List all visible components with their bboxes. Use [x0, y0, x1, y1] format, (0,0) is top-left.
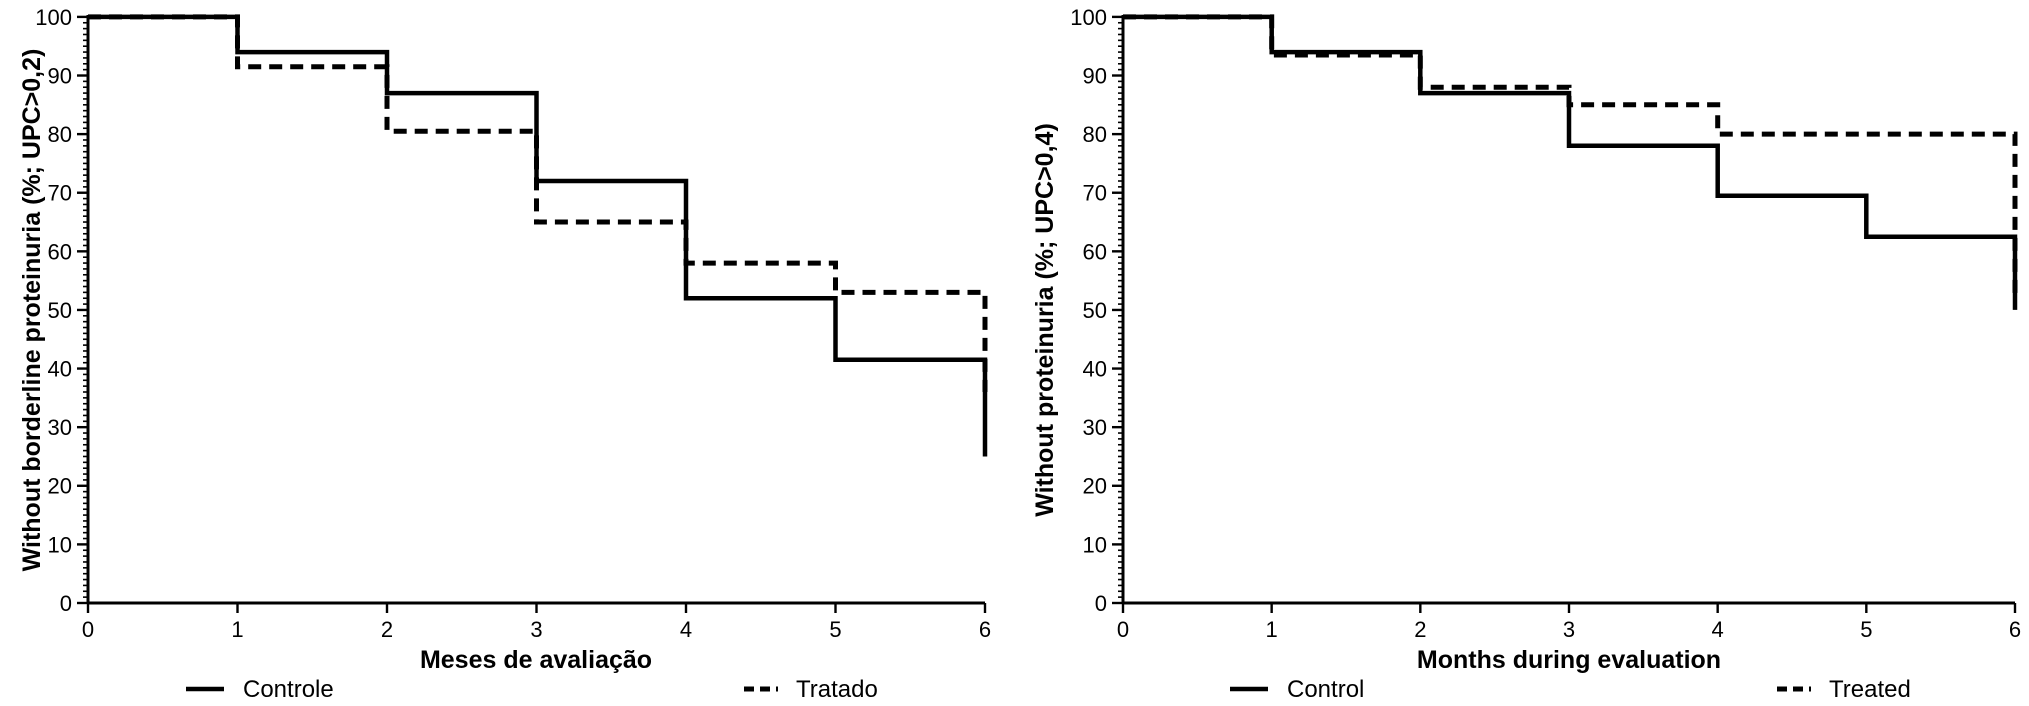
x-tick-label: 3 — [530, 617, 542, 642]
y-tick-label: 40 — [1083, 356, 1107, 381]
y-tick-label: 80 — [1083, 122, 1107, 147]
right-legend: Control Treated — [1230, 676, 1911, 703]
x-tick-label: 5 — [829, 617, 841, 642]
y-tick-label: 20 — [1083, 474, 1107, 499]
chart-right: Without proteinuria (%; UPC>0,4) Months … — [1015, 0, 2029, 706]
y-tick-label: 0 — [60, 591, 72, 616]
y-tick-label: 40 — [48, 356, 72, 381]
x-tick-label: 6 — [979, 617, 991, 642]
y-tick-label: 10 — [48, 532, 72, 557]
legend-item-control: Control — [1230, 676, 1364, 703]
series-line-controle — [88, 14, 988, 457]
y-tick-label: 50 — [1083, 298, 1107, 323]
y-tick-label: 100 — [1070, 5, 1107, 30]
x-tick-label: 3 — [1563, 617, 1575, 642]
series-line-treated — [1123, 14, 2018, 299]
legend-item-tratado: Tratado — [744, 676, 878, 703]
x-tick-label: 4 — [1712, 617, 1724, 642]
x-tick-label: 4 — [680, 617, 692, 642]
y-tick-label: 80 — [48, 122, 72, 147]
chart-left: Without borderline proteinuria (%; UPC>0… — [18, 5, 991, 703]
x-tick-label: 2 — [1414, 617, 1426, 642]
left-x-axis-title: Meses de avaliação — [420, 646, 652, 674]
right-plot: Without proteinuria (%; UPC>0,4) Months … — [1031, 5, 2021, 703]
x-tick-label: 0 — [82, 617, 94, 642]
legend-label-control: Control — [1287, 676, 1364, 703]
legend-label-treated: Treated — [1829, 676, 1911, 703]
y-tick-label: 20 — [48, 474, 72, 499]
y-tick-label: 0 — [1095, 591, 1107, 616]
left-legend: Controle Tratado — [186, 676, 878, 703]
x-tick-label: 2 — [381, 617, 393, 642]
y-tick-label: 10 — [1083, 532, 1107, 557]
left-y-axis-title: Without borderline proteinuria (%; UPC>0… — [18, 49, 46, 572]
x-tick-label: 5 — [1860, 617, 1872, 642]
series-line-control — [1123, 14, 2018, 310]
series-line-tratado — [88, 14, 988, 392]
y-tick-label: 90 — [1083, 63, 1107, 88]
y-tick-label: 50 — [48, 298, 72, 323]
y-tick-label: 70 — [48, 181, 72, 206]
left-plot: Without borderline proteinuria (%; UPC>0… — [18, 5, 991, 703]
x-tick-label: 1 — [1266, 617, 1278, 642]
x-tick-label: 1 — [231, 617, 243, 642]
right-plot-area: 0 10 20 30 40 50 60 70 80 90 100 0 1 2 3 4 5 6 — [1070, 5, 2021, 642]
y-tick-label: 30 — [1083, 415, 1107, 440]
y-tick-label: 90 — [48, 63, 72, 88]
y-tick-label: 60 — [48, 239, 72, 264]
right-x-axis-title: Months during evaluation — [1417, 646, 1721, 674]
right-y-axis-title: Without proteinuria (%; UPC>0,4) — [1031, 123, 1059, 517]
legend-item-controle: Controle — [186, 676, 334, 703]
legend-label-tratado: Tratado — [796, 676, 878, 703]
y-tick-label: 30 — [48, 415, 72, 440]
legend-item-treated: Treated — [1777, 676, 1911, 703]
y-tick-label: 60 — [1083, 239, 1107, 264]
x-tick-label: 6 — [2009, 617, 2021, 642]
y-tick-label: 100 — [35, 5, 72, 30]
legend-label-controle: Controle — [243, 676, 334, 703]
y-tick-label: 70 — [1083, 181, 1107, 206]
x-tick-label: 0 — [1117, 617, 1129, 642]
left-plot-area: 0 10 20 30 40 50 60 70 80 90 100 0 1 2 3 4 5 6 — [35, 5, 991, 642]
